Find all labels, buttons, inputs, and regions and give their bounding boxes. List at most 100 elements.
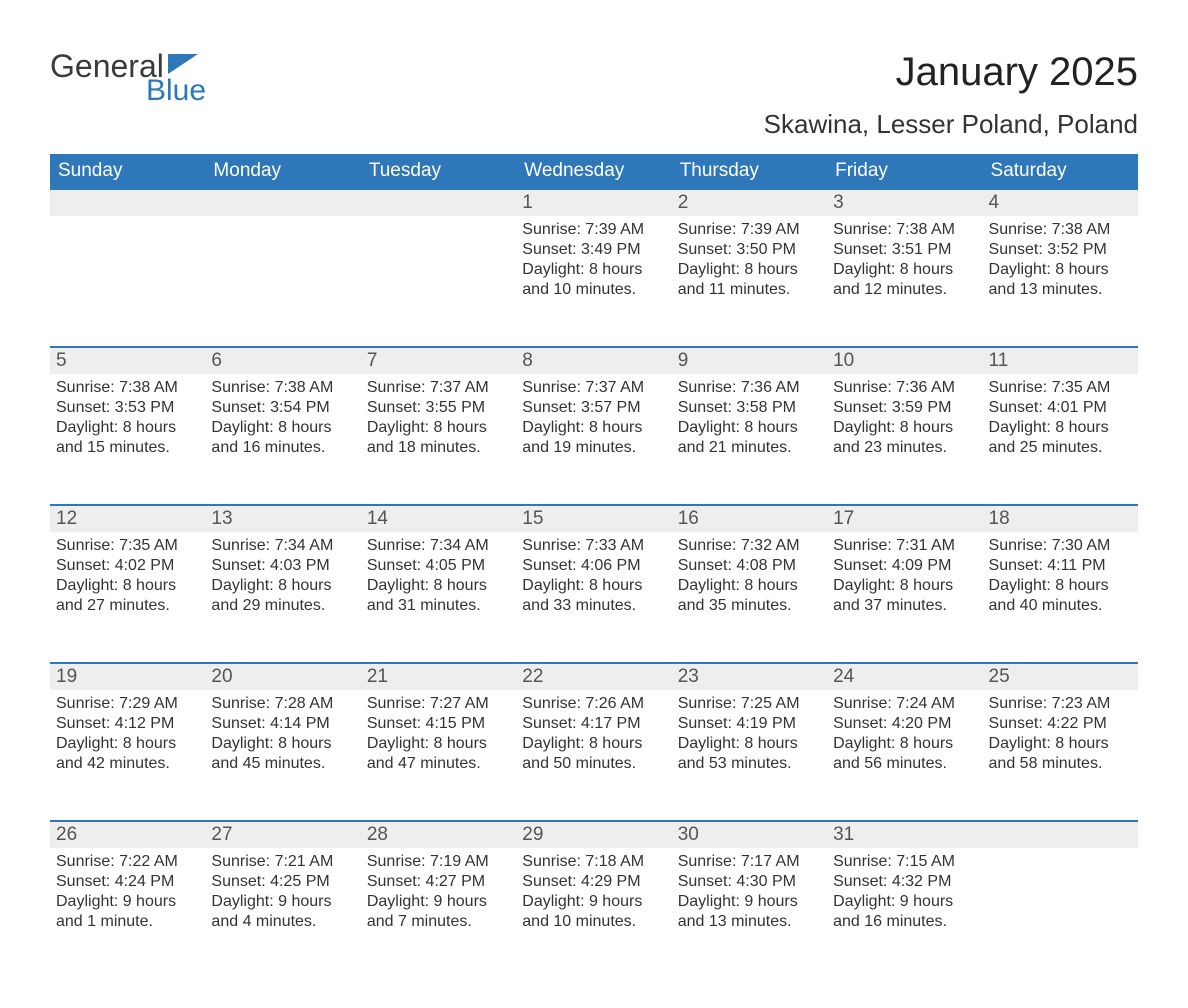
- day-content: Sunrise: 7:36 AMSunset: 3:58 PMDaylight:…: [672, 374, 827, 466]
- weekday-header: Tuesday: [361, 154, 516, 189]
- sunset-text: Sunset: 4:27 PM: [367, 872, 510, 892]
- day-number: 21: [361, 664, 516, 690]
- day-number: 7: [361, 348, 516, 374]
- day-content: Sunrise: 7:23 AMSunset: 4:22 PMDaylight:…: [983, 690, 1138, 782]
- day-content: Sunrise: 7:27 AMSunset: 4:15 PMDaylight:…: [361, 690, 516, 782]
- day-number-cell: 12: [50, 505, 205, 532]
- sunrise-text: Sunrise: 7:27 AM: [367, 694, 510, 714]
- sunset-text: Sunset: 3:49 PM: [522, 240, 665, 260]
- daylight-text: Daylight: 8 hours and 47 minutes.: [367, 734, 510, 774]
- sunset-text: Sunset: 4:14 PM: [211, 714, 354, 734]
- sunset-text: Sunset: 3:53 PM: [56, 398, 199, 418]
- weekday-header: Wednesday: [516, 154, 671, 189]
- day-cell: [983, 848, 1138, 978]
- day-cell: Sunrise: 7:39 AMSunset: 3:50 PMDaylight:…: [672, 216, 827, 347]
- day-number-cell: [361, 189, 516, 216]
- day-number-cell: 22: [516, 663, 671, 690]
- day-content: Sunrise: 7:28 AMSunset: 4:14 PMDaylight:…: [205, 690, 360, 782]
- sunset-text: Sunset: 3:51 PM: [833, 240, 976, 260]
- day-number-cell: 8: [516, 347, 671, 374]
- day-number-cell: 20: [205, 663, 360, 690]
- day-content: [361, 216, 516, 228]
- sunrise-text: Sunrise: 7:30 AM: [989, 536, 1132, 556]
- daylight-text: Daylight: 9 hours and 1 minute.: [56, 892, 199, 932]
- sunset-text: Sunset: 4:17 PM: [522, 714, 665, 734]
- day-cell: Sunrise: 7:29 AMSunset: 4:12 PMDaylight:…: [50, 690, 205, 821]
- sunrise-text: Sunrise: 7:34 AM: [367, 536, 510, 556]
- day-number-cell: 21: [361, 663, 516, 690]
- daylight-text: Daylight: 8 hours and 13 minutes.: [989, 260, 1132, 300]
- day-number-cell: 5: [50, 347, 205, 374]
- day-number: 20: [205, 664, 360, 690]
- logo: General Blue: [50, 50, 206, 106]
- sunrise-text: Sunrise: 7:33 AM: [522, 536, 665, 556]
- sunset-text: Sunset: 4:24 PM: [56, 872, 199, 892]
- sunset-text: Sunset: 4:22 PM: [989, 714, 1132, 734]
- sunset-text: Sunset: 3:50 PM: [678, 240, 821, 260]
- day-number-cell: 14: [361, 505, 516, 532]
- day-cell: Sunrise: 7:34 AMSunset: 4:03 PMDaylight:…: [205, 532, 360, 663]
- day-number: 25: [983, 664, 1138, 690]
- day-cell: Sunrise: 7:27 AMSunset: 4:15 PMDaylight:…: [361, 690, 516, 821]
- daylight-text: Daylight: 9 hours and 4 minutes.: [211, 892, 354, 932]
- day-number: 14: [361, 506, 516, 532]
- day-number: 18: [983, 506, 1138, 532]
- day-number: 1: [516, 190, 671, 216]
- sunset-text: Sunset: 4:06 PM: [522, 556, 665, 576]
- day-content: Sunrise: 7:38 AMSunset: 3:54 PMDaylight:…: [205, 374, 360, 466]
- day-number-cell: 4: [983, 189, 1138, 216]
- day-cell: Sunrise: 7:36 AMSunset: 3:59 PMDaylight:…: [827, 374, 982, 505]
- day-cell: Sunrise: 7:18 AMSunset: 4:29 PMDaylight:…: [516, 848, 671, 978]
- day-content: Sunrise: 7:24 AMSunset: 4:20 PMDaylight:…: [827, 690, 982, 782]
- day-number: 13: [205, 506, 360, 532]
- sunrise-text: Sunrise: 7:25 AM: [678, 694, 821, 714]
- day-cell: Sunrise: 7:38 AMSunset: 3:52 PMDaylight:…: [983, 216, 1138, 347]
- day-content: Sunrise: 7:15 AMSunset: 4:32 PMDaylight:…: [827, 848, 982, 940]
- day-content: [50, 216, 205, 228]
- day-number-cell: 18: [983, 505, 1138, 532]
- day-number: 23: [672, 664, 827, 690]
- day-number: 10: [827, 348, 982, 374]
- day-number-row: 262728293031: [50, 821, 1138, 848]
- sunset-text: Sunset: 4:25 PM: [211, 872, 354, 892]
- day-cell: Sunrise: 7:38 AMSunset: 3:54 PMDaylight:…: [205, 374, 360, 505]
- day-number: 26: [50, 822, 205, 848]
- sunset-text: Sunset: 4:32 PM: [833, 872, 976, 892]
- sunrise-text: Sunrise: 7:23 AM: [989, 694, 1132, 714]
- day-cell: Sunrise: 7:23 AMSunset: 4:22 PMDaylight:…: [983, 690, 1138, 821]
- day-content: Sunrise: 7:39 AMSunset: 3:49 PMDaylight:…: [516, 216, 671, 308]
- sunset-text: Sunset: 4:30 PM: [678, 872, 821, 892]
- weekday-header: Friday: [827, 154, 982, 189]
- day-content: Sunrise: 7:19 AMSunset: 4:27 PMDaylight:…: [361, 848, 516, 940]
- daylight-text: Daylight: 8 hours and 35 minutes.: [678, 576, 821, 616]
- daylight-text: Daylight: 8 hours and 27 minutes.: [56, 576, 199, 616]
- day-number: 31: [827, 822, 982, 848]
- day-number: 16: [672, 506, 827, 532]
- daylight-text: Daylight: 8 hours and 42 minutes.: [56, 734, 199, 774]
- day-number: 27: [205, 822, 360, 848]
- sunrise-text: Sunrise: 7:39 AM: [522, 220, 665, 240]
- day-content: Sunrise: 7:34 AMSunset: 4:05 PMDaylight:…: [361, 532, 516, 624]
- sunset-text: Sunset: 3:57 PM: [522, 398, 665, 418]
- day-content: Sunrise: 7:38 AMSunset: 3:51 PMDaylight:…: [827, 216, 982, 308]
- sunrise-text: Sunrise: 7:37 AM: [367, 378, 510, 398]
- calendar-header: SundayMondayTuesdayWednesdayThursdayFrid…: [50, 154, 1138, 189]
- day-content-row: Sunrise: 7:39 AMSunset: 3:49 PM Daylight:…: [50, 216, 1138, 347]
- day-content: Sunrise: 7:38 AMSunset: 3:52 PMDaylight:…: [983, 216, 1138, 308]
- sunset-text: Sunset: 4:20 PM: [833, 714, 976, 734]
- daylight-text: Daylight: 8 hours and 11 minutes.: [678, 260, 821, 300]
- day-content: [983, 848, 1138, 860]
- day-cell: Sunrise: 7:34 AMSunset: 4:05 PMDaylight:…: [361, 532, 516, 663]
- day-number: 5: [50, 348, 205, 374]
- day-content: [205, 216, 360, 228]
- daylight-text: Daylight: 8 hours and 18 minutes.: [367, 418, 510, 458]
- day-content: Sunrise: 7:35 AMSunset: 4:01 PMDaylight:…: [983, 374, 1138, 466]
- day-number-cell: 27: [205, 821, 360, 848]
- day-cell: Sunrise: 7:15 AMSunset: 4:32 PMDaylight:…: [827, 848, 982, 978]
- sunrise-text: Sunrise: 7:19 AM: [367, 852, 510, 872]
- day-number: 11: [983, 348, 1138, 374]
- day-content-row: Sunrise: 7:35 AMSunset: 4:02 PMDaylight:…: [50, 532, 1138, 663]
- day-number: 30: [672, 822, 827, 848]
- day-number: 19: [50, 664, 205, 690]
- day-content: Sunrise: 7:26 AMSunset: 4:17 PMDaylight:…: [516, 690, 671, 782]
